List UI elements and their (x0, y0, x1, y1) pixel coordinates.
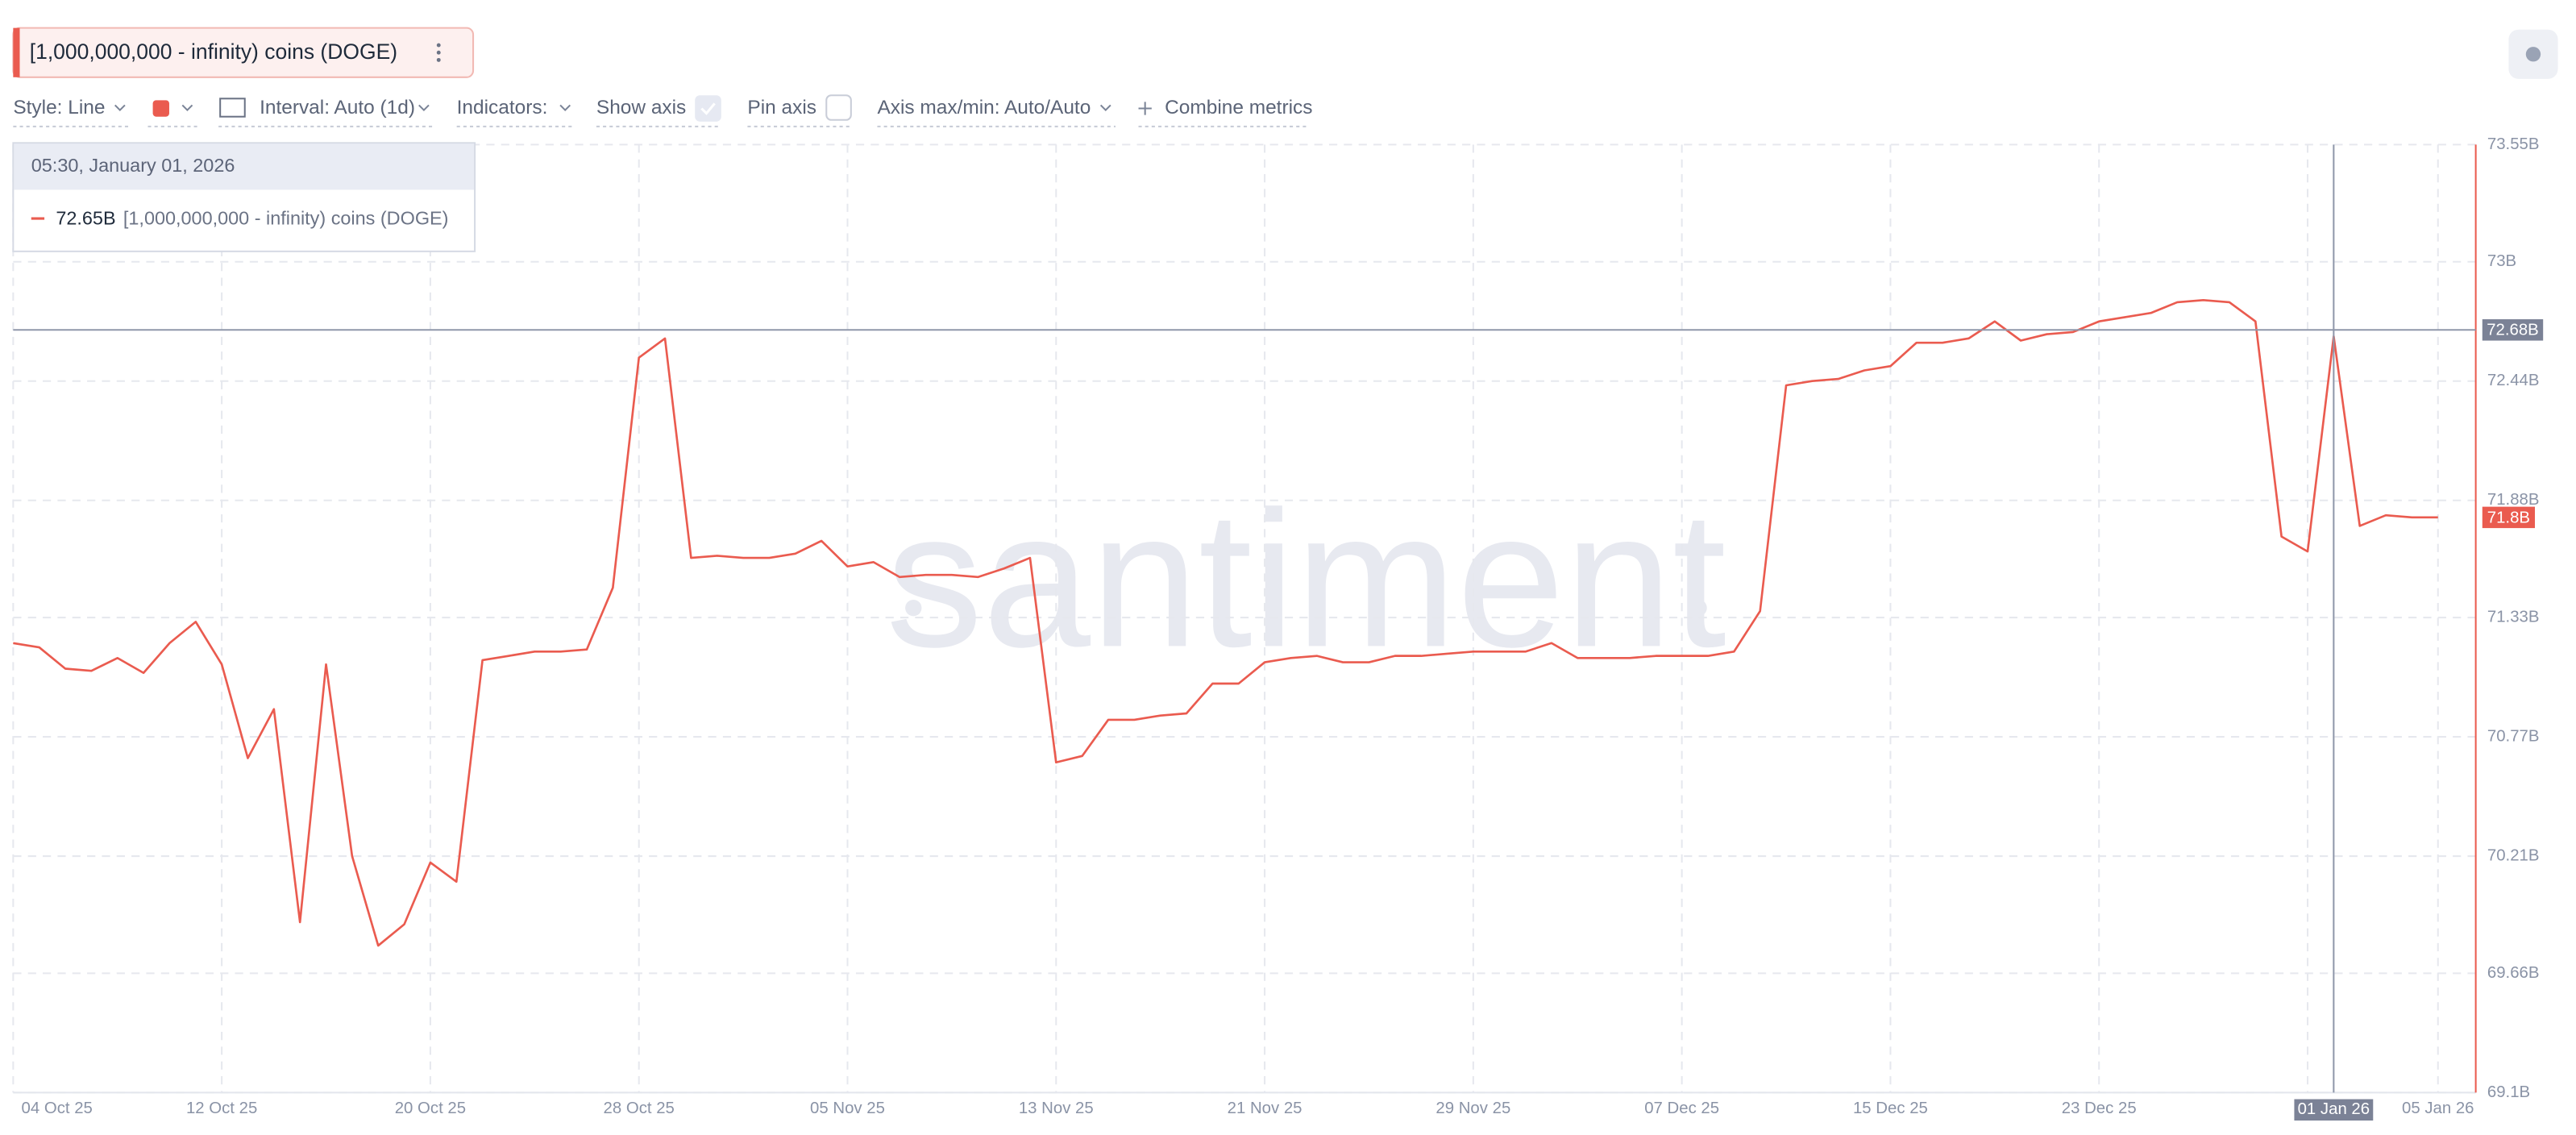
tooltip-header (14, 143, 475, 190)
chevron (559, 104, 571, 112)
combine-metrics[interactable]: Combine metrics (1165, 97, 1312, 118)
x-tick-label: 21 Nov 25 (1228, 1100, 1303, 1117)
crosshair-x-label: 01 Jan 26 (2298, 1100, 2370, 1118)
x-tick-label: 29 Nov 25 (1435, 1100, 1510, 1117)
color-picker[interactable] (152, 100, 169, 117)
metric-header[interactable]: [1,000,000,000 - infinity) coins (DOGE) (12, 27, 475, 78)
y-tick-label: 70.77B (2487, 727, 2540, 745)
tooltip: 05:30, January 01, 2026 72.65B [1,000,00… (12, 142, 476, 252)
x-tick-label: 23 Dec 25 (2062, 1100, 2137, 1117)
last-value-box (2482, 506, 2536, 529)
y-tick-label: 73.55B (2487, 135, 2540, 153)
metric-accent (13, 27, 20, 77)
x-tick-label: 28 Oct 25 (604, 1100, 675, 1117)
y-tick-label: 72.44B (2487, 372, 2540, 389)
x-tick-label: 04 Oct 25 (22, 1100, 93, 1117)
settings-button[interactable] (2508, 29, 2558, 79)
plus-icon (1138, 102, 1152, 115)
x-tick-label: 05 Nov 25 (810, 1100, 885, 1117)
indicators-dropdown[interactable]: Indicators: (457, 97, 548, 118)
chevron (181, 104, 193, 112)
chevron (418, 104, 430, 112)
series-line (13, 298, 2438, 947)
y-tick-label: 71.33B (2487, 608, 2540, 626)
x-tick-label: 05 Jan 26 (2402, 1100, 2474, 1117)
toolbar: Style: Line Interval: Auto (1d) Indicato… (13, 94, 1312, 127)
x-tick-label: 13 Nov 25 (1019, 1100, 1094, 1117)
y-tick-label: 69.66B (2487, 964, 2540, 982)
crosshair-y-label: 72.68B (2487, 322, 2539, 339)
watermark-dot (905, 599, 922, 617)
check-mark (700, 102, 716, 115)
overlay: 72.68B 01 Jan 26 71.8B (13, 144, 2544, 1121)
x-tick-label: 15 Dec 25 (1853, 1100, 1928, 1117)
interval-icon (219, 98, 246, 118)
axis-maxmin-dropdown[interactable]: Axis max/min: Auto/Auto (877, 97, 1091, 118)
x-tick-label: 07 Dec 25 (1644, 1100, 1719, 1117)
tooltip-title: 05:30, January 01, 2026 (31, 155, 235, 176)
x-tick-label: 20 Oct 25 (395, 1100, 466, 1117)
crosshair-x-box (2294, 1099, 2374, 1121)
y-tick-label: 73B (2487, 252, 2516, 270)
show-axis-checkbox[interactable] (695, 95, 721, 122)
y-tick-label: 70.21B (2487, 846, 2540, 864)
chevron (114, 104, 126, 112)
crosshair-y-box (2482, 319, 2544, 341)
interval-dropdown[interactable]: Interval: Auto (1d) (260, 97, 415, 118)
y-tick-label: 69.1B (2487, 1083, 2530, 1101)
plot-area: santiment 69.1B 69.66B 70.21B 70.77B 71.33B 71… (12, 135, 2540, 1117)
metric-title[interactable]: [1,000,000,000 - infinity) coins (DOGE) (30, 39, 397, 64)
x-tick-label: 12 Oct 25 (186, 1100, 257, 1117)
tooltip-series-name: [1,000,000,000 - infinity) coins (DOGE) (123, 207, 449, 228)
pin-axis-label[interactable]: Pin axis (747, 97, 816, 118)
watermark: santiment (886, 470, 1726, 687)
watermark-dot (1690, 599, 1707, 617)
tooltip-value: 72.65B (56, 207, 115, 228)
chevron (1099, 104, 1111, 112)
button-icon (2525, 47, 2541, 62)
style-dropdown[interactable]: Style: Line (13, 97, 105, 118)
last-value-label: 71.8B (2487, 509, 2530, 526)
y-tick-label: 71.88B (2487, 491, 2540, 509)
kebab-menu[interactable] (436, 43, 441, 62)
pin-axis-checkbox[interactable] (825, 94, 852, 121)
show-axis-label[interactable]: Show axis (596, 97, 686, 118)
